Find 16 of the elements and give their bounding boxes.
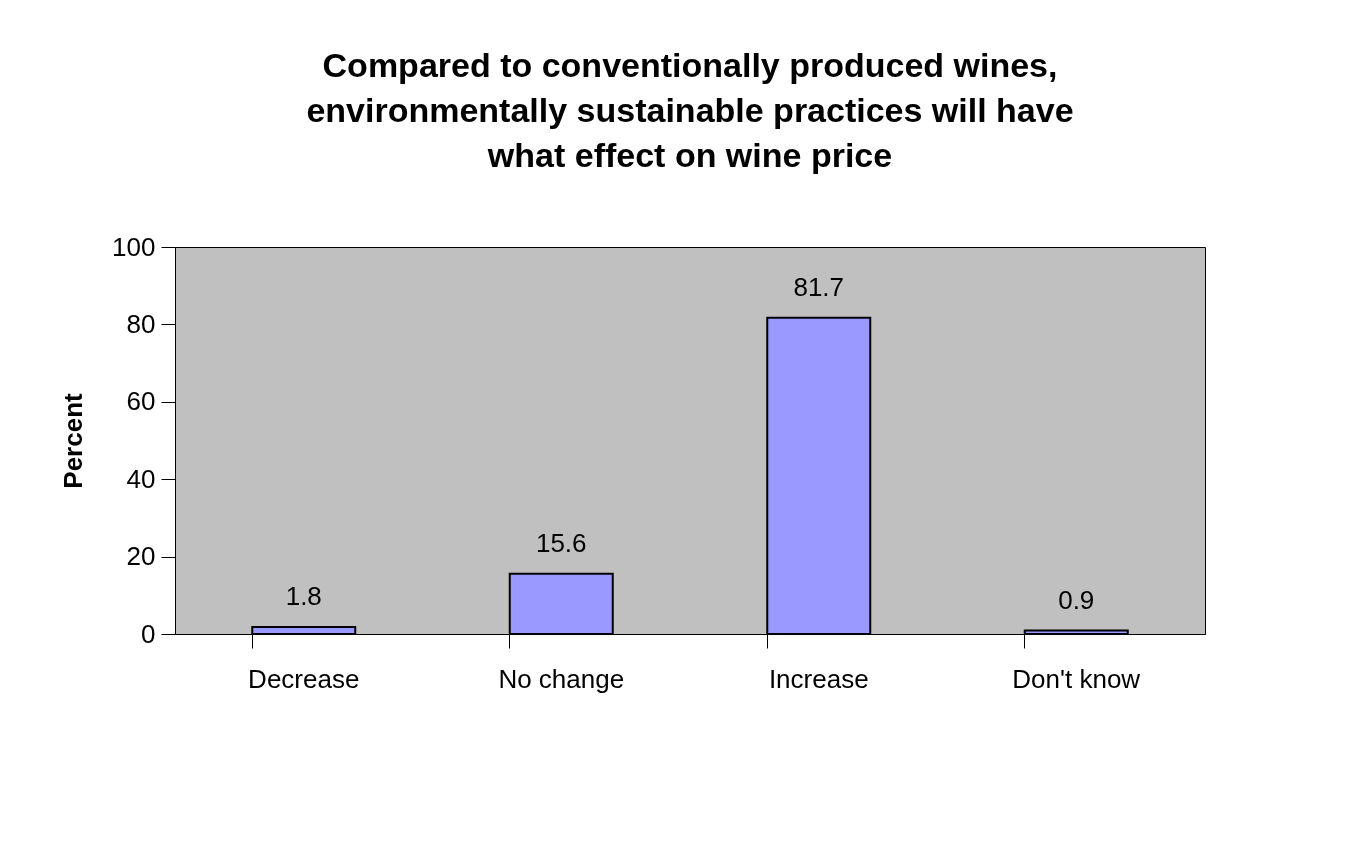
data-label: 0.9 bbox=[1058, 584, 1095, 615]
x-tick-label: Decrease bbox=[248, 663, 360, 694]
x-tick-label: Don't know bbox=[1012, 663, 1141, 694]
y-tick-label: 100 bbox=[112, 231, 156, 262]
data-label: 15.6 bbox=[535, 527, 587, 558]
chart-title: Compared to conventionally produced wines, environmentally sustainable practices will have what effect on wine price bbox=[306, 46, 1074, 174]
y-tick-label: 20 bbox=[126, 541, 156, 572]
y-tick-label: 40 bbox=[126, 463, 156, 494]
y-tick-label: 0 bbox=[141, 618, 156, 649]
y-tick-label: 60 bbox=[126, 386, 156, 417]
data-label: 1.8 bbox=[285, 581, 322, 612]
x-tick-label: Increase bbox=[768, 663, 869, 694]
x-tick-label: No change bbox=[498, 663, 625, 694]
y-axis-title: Percent bbox=[58, 392, 89, 489]
y-tick-label: 80 bbox=[126, 308, 156, 339]
data-label: 81.7 bbox=[793, 271, 845, 302]
